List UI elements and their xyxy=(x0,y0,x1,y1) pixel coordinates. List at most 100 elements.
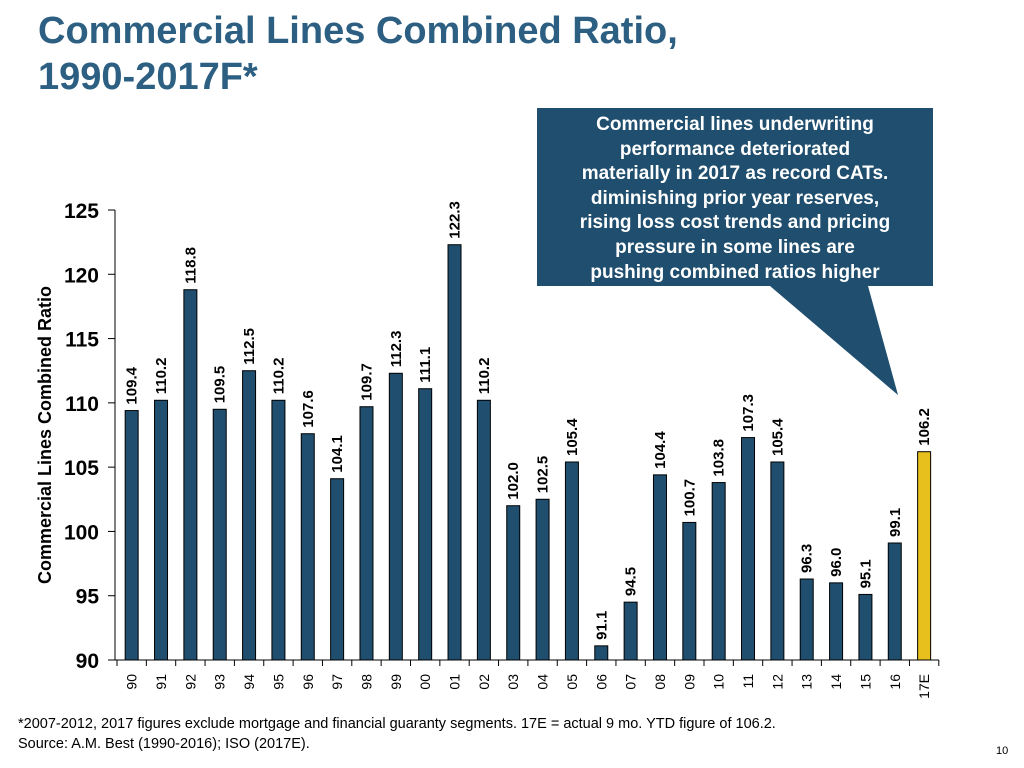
callout-line: performance deteriorated xyxy=(619,138,851,160)
x-tick-label-11: 11 xyxy=(740,674,756,689)
x-tick-label-90: 90 xyxy=(124,674,140,690)
x-tick-label-05: 05 xyxy=(564,674,580,690)
value-label-13: 96.3 xyxy=(799,544,816,573)
callout-line: pressure in some lines are xyxy=(615,236,855,258)
value-label-03: 102.0 xyxy=(505,462,522,500)
footnote-line-1: *2007-2012, 2017 figures exclude mortgag… xyxy=(18,716,776,732)
x-tick-label-14: 14 xyxy=(828,674,844,690)
value-label-08: 104.4 xyxy=(652,431,669,469)
callout-line: diminishing prior year reserves, xyxy=(590,187,880,209)
callout-pointer xyxy=(770,286,898,395)
bar-13 xyxy=(799,578,814,661)
bar-11 xyxy=(741,437,756,661)
x-tick-label-09: 09 xyxy=(681,674,697,690)
value-label-04: 102.5 xyxy=(535,456,552,494)
title-line-2: 1990-2017F* xyxy=(38,56,258,98)
y-tick-label: 110 xyxy=(65,393,99,416)
bar-96 xyxy=(300,433,315,661)
x-tick-label-99: 99 xyxy=(388,674,404,690)
x-tick-label-06: 06 xyxy=(593,674,609,690)
y-tick-label: 115 xyxy=(65,329,99,352)
callout-line: rising loss cost trends and pricing xyxy=(579,212,891,234)
x-tick-label-15: 15 xyxy=(857,674,873,690)
bar-16 xyxy=(887,542,902,661)
bar-02 xyxy=(476,399,491,661)
bar-14 xyxy=(829,582,844,661)
bar-01 xyxy=(447,244,462,661)
value-label-11: 107.3 xyxy=(740,394,757,432)
y-tick-label: 90 xyxy=(76,650,99,673)
y-tick-label: 105 xyxy=(64,457,99,480)
y-tick-label: 125 xyxy=(64,200,99,223)
bar-05 xyxy=(564,461,579,661)
callout-box: Commercial lines underwriting performanc… xyxy=(537,108,933,286)
bar-07 xyxy=(623,601,638,661)
x-tick-label-98: 98 xyxy=(358,674,374,690)
x-tick-label-02: 02 xyxy=(476,674,492,690)
bar-12 xyxy=(770,461,785,661)
value-label-10: 103.8 xyxy=(711,439,728,477)
bar-99 xyxy=(388,372,403,661)
x-tick-label-12: 12 xyxy=(769,674,785,690)
x-tick-label-03: 03 xyxy=(505,674,521,690)
x-tick-label-94: 94 xyxy=(241,674,257,690)
x-tick-label-13: 13 xyxy=(799,674,815,690)
x-tick-label-08: 08 xyxy=(652,674,668,690)
value-label-06: 91.1 xyxy=(593,611,610,640)
bar-98 xyxy=(359,406,374,661)
value-label-90: 109.4 xyxy=(124,366,141,404)
value-label-07: 94.5 xyxy=(623,567,640,596)
value-label-14: 96.0 xyxy=(828,548,845,577)
value-label-12: 105.4 xyxy=(769,418,786,456)
value-label-02: 110.2 xyxy=(476,358,493,395)
x-tick-label-93: 93 xyxy=(212,674,228,690)
value-label-92: 118.8 xyxy=(182,247,199,284)
bar-17E xyxy=(917,451,932,661)
x-tick-label-92: 92 xyxy=(182,674,198,690)
bar-00 xyxy=(418,388,433,661)
bar-04 xyxy=(535,498,550,661)
value-label-99: 112.3 xyxy=(388,331,405,368)
x-tick-label-17E: 17E xyxy=(916,674,932,699)
callout-line: Commercial lines underwriting xyxy=(596,114,874,135)
bar-93 xyxy=(212,408,227,661)
x-tick-label-07: 07 xyxy=(623,674,639,690)
footnote: *2007-2012, 2017 figures exclude mortgag… xyxy=(18,714,978,754)
x-tick-label-00: 00 xyxy=(417,674,433,690)
bar-90 xyxy=(124,410,139,661)
x-tick-label-91: 91 xyxy=(153,674,169,690)
value-label-98: 109.7 xyxy=(358,363,375,401)
value-label-95: 110.2 xyxy=(270,358,287,395)
value-label-01: 122.3 xyxy=(447,201,464,239)
bar-95 xyxy=(271,399,286,661)
x-tick-label-96: 96 xyxy=(300,674,316,690)
value-label-96: 107.6 xyxy=(300,390,317,428)
bar-15 xyxy=(858,593,873,661)
value-label-17E: 106.2 xyxy=(916,408,933,446)
bar-91 xyxy=(154,399,169,661)
x-tick-label-10: 10 xyxy=(711,674,727,690)
callout-line: pushing combined ratios higher xyxy=(590,261,880,283)
callout-line: materially in 2017 as record CATs. xyxy=(581,163,889,185)
bar-97 xyxy=(330,478,345,661)
bar-92 xyxy=(183,289,198,661)
value-label-91: 110.2 xyxy=(153,358,170,395)
value-label-09: 100.7 xyxy=(681,479,698,517)
x-tick-label-95: 95 xyxy=(270,674,286,690)
x-tick-label-16: 16 xyxy=(887,674,903,690)
x-tick-label-04: 04 xyxy=(535,674,551,690)
value-label-94: 112.5 xyxy=(241,328,258,365)
y-tick-label: 100 xyxy=(64,521,99,544)
y-tick-label: 120 xyxy=(64,264,99,287)
x-tick-label-01: 01 xyxy=(447,674,463,690)
page-title: Commercial Lines Combined Ratio, 1990-20… xyxy=(38,8,678,100)
page-number: 10 xyxy=(996,745,1009,757)
bar-08 xyxy=(652,474,667,661)
value-label-05: 105.4 xyxy=(564,418,581,456)
y-tick-label: 95 xyxy=(76,586,100,609)
value-label-16: 99.1 xyxy=(887,508,904,537)
value-label-93: 109.5 xyxy=(212,366,229,404)
source-note: Source: A.M. Best (1990-2016); ISO (2017… xyxy=(18,736,310,752)
x-tick-label-97: 97 xyxy=(329,674,345,690)
